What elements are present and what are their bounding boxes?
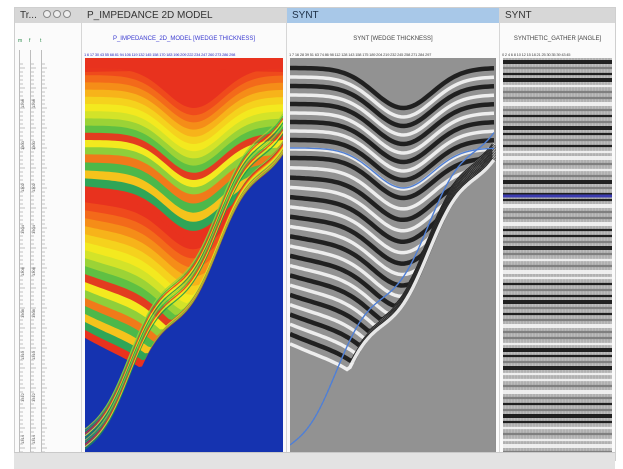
- depth-label: 1304: [20, 224, 25, 234]
- synt-wedge-plot[interactable]: [290, 58, 496, 457]
- impedance-panel-title-text: P_IMPEDANCE 2D MODEL: [87, 10, 213, 21]
- impedance-model-plot[interactable]: [85, 58, 283, 457]
- impedance-axis-ticks: 1 6 17 30 43 55 68 81 94 106 119 132 145…: [84, 52, 236, 57]
- depth-label: 1304: [31, 224, 36, 234]
- synt-wedge-panel-subtitle: SYNT [WEDGE THICKNESS]: [353, 36, 433, 42]
- depth-track: [19, 50, 28, 454]
- track-close-icon[interactable]: [43, 10, 51, 18]
- depth-label: 1300: [31, 140, 36, 150]
- depth-track: [41, 50, 50, 454]
- impedance-model-image: [85, 58, 283, 457]
- depth-label: 1298: [31, 98, 36, 108]
- depth-ticks: 1298 1298 1300 1300 1302 1302 1304 1304 1306 1306…: [20, 63, 47, 453]
- synt-gather-panel-title[interactable]: SYNT: [500, 8, 615, 23]
- track-minimize-icon[interactable]: [53, 10, 61, 18]
- track-header-mark: f: [29, 38, 31, 44]
- depth-label: 1302: [20, 182, 25, 192]
- depth-label: 1300: [20, 140, 25, 150]
- depth-label: 1308: [31, 308, 36, 318]
- depth-track: [30, 50, 39, 454]
- depth-label: 1308: [20, 308, 25, 318]
- synt-wedge-panel: SYNT SYNT [WEDGE THICKNESS] 1 7 16 28 39…: [287, 8, 500, 460]
- depth-label: 1298: [20, 98, 25, 108]
- depth-label: 1306: [20, 266, 25, 276]
- synt-wedge-panel-title-text: SYNT: [292, 10, 319, 21]
- synt-gather-plot[interactable]: [503, 58, 612, 457]
- depth-label: 1312: [31, 392, 36, 402]
- synthetic-wedge-image: [290, 58, 496, 457]
- impedance-panel: P_IMPEDANCE 2D MODEL P_IMPEDANCE_2D_MODE…: [82, 8, 287, 460]
- track-panel-title-text: Tr...: [20, 10, 37, 21]
- depth-label: 1314: [20, 434, 25, 444]
- status-bar: [14, 452, 615, 469]
- depth-label: 1306: [31, 266, 36, 276]
- synt-gather-axis-ticks: 0 2 4 6 8 10 12 15 18 21 25 30 35 39 43 …: [502, 52, 571, 57]
- depth-label: 1312: [20, 392, 25, 402]
- track-header-mark: m: [18, 38, 23, 44]
- window-frame: Tr... m f t 1298 1298 1300 1300 1302 1302 1304…: [14, 7, 616, 461]
- synt-gather-panel: SYNT SYNTHETIC_GATHER [ANGLE] 0 2 4 6 8 …: [500, 8, 615, 460]
- track-panel: Tr... m f t 1298 1298 1300 1300 1302 1302 1304…: [15, 8, 82, 460]
- depth-label: 1310: [20, 350, 25, 360]
- synt-wedge-panel-title[interactable]: SYNT: [287, 8, 499, 23]
- impedance-panel-title[interactable]: P_IMPEDANCE 2D MODEL: [82, 8, 286, 23]
- synt-gather-panel-subtitle: SYNTHETIC_GATHER [ANGLE]: [513, 36, 602, 42]
- depth-label: 1310: [31, 350, 36, 360]
- depth-label: 1314: [31, 434, 36, 444]
- synt-wedge-axis-ticks: 1 7 16 28 39 51 63 74 86 98 112 128 143 …: [289, 52, 432, 57]
- impedance-panel-subtitle: P_IMPEDANCE_2D_MODEL [WEDGE THICKNESS]: [112, 36, 256, 42]
- synthetic-gather-image: [503, 58, 612, 457]
- depth-label: 1302: [31, 182, 36, 192]
- track-header-mark: t: [40, 38, 42, 44]
- synt-gather-panel-title-text: SYNT: [505, 10, 532, 21]
- track-menu-icon[interactable]: [63, 10, 71, 18]
